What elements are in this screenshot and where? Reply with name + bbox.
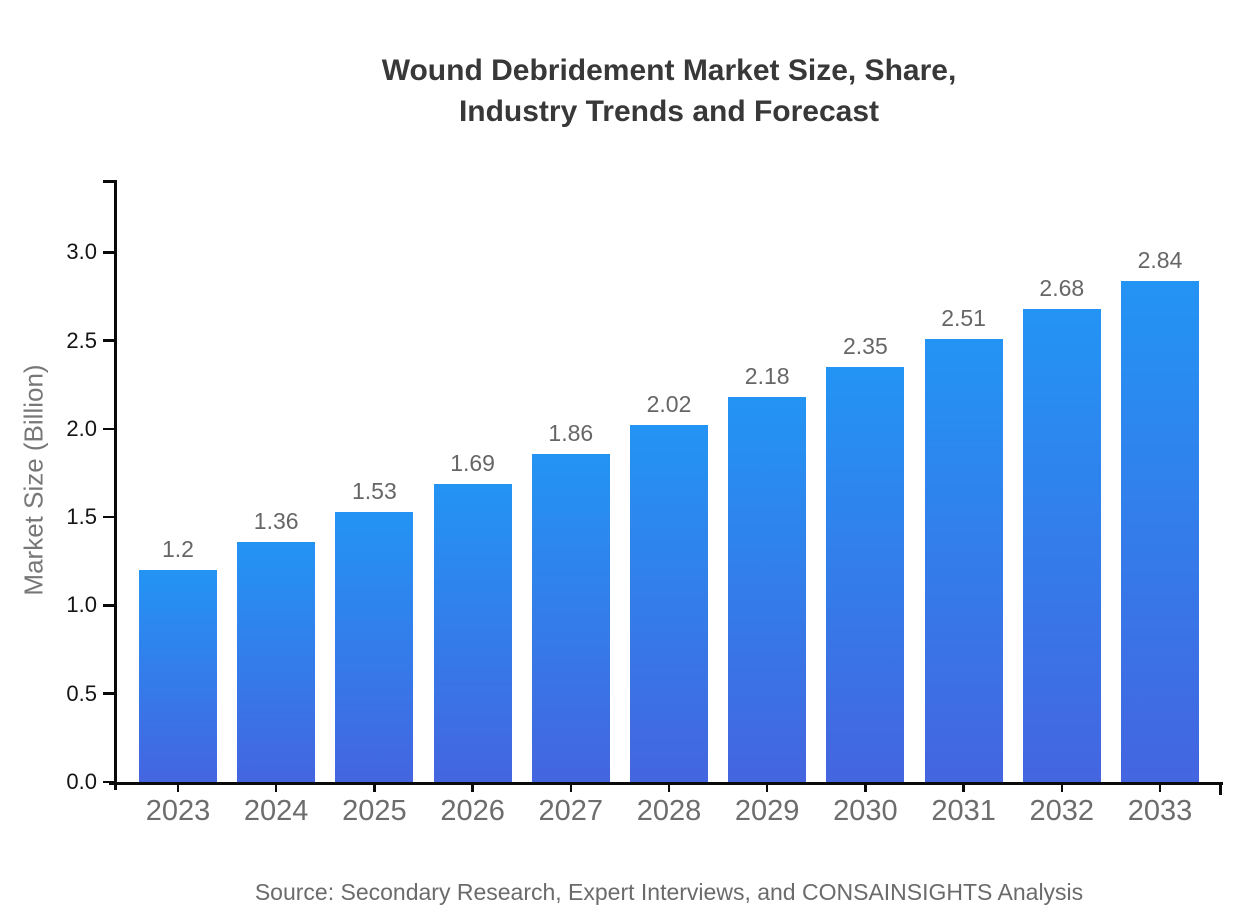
x-tick-mark	[765, 782, 769, 792]
y-tick-label: 2.5	[66, 327, 97, 353]
bar	[826, 367, 905, 782]
y-tick-mark	[103, 780, 115, 784]
y-tick-label: 0.0	[66, 769, 97, 794]
x-tick-label: 2029	[734, 795, 800, 827]
x-tick-mark	[274, 782, 278, 792]
x-tick-mark	[471, 782, 474, 792]
bar	[531, 453, 610, 782]
y-tick-mark	[103, 692, 115, 696]
chart-title-line-2: Industry Trends and Forecast	[458, 95, 880, 128]
bar-value-label: 2.35	[843, 333, 888, 360]
y-axis-end-tick	[103, 180, 115, 183]
bar-value-label: 2.68	[1039, 274, 1085, 301]
bar	[1121, 280, 1199, 782]
x-tick-label: 2024	[243, 795, 309, 827]
bar-value-label: 2.18	[744, 363, 790, 390]
x-tick-label: 2023	[145, 795, 211, 827]
x-tick-label: 2033	[1127, 795, 1193, 827]
source-note: Source: Secondary Research, Expert Inter…	[254, 879, 1084, 905]
y-tick-mark	[103, 251, 115, 254]
x-tick-mark	[176, 782, 180, 792]
y-tick-mark	[103, 339, 115, 342]
bar-value-label: 1.53	[352, 477, 397, 504]
x-tick-mark	[1158, 782, 1162, 792]
x-tick-label: 2030	[833, 795, 898, 827]
chart-title-line-1: Wound Debridement Market Size, Share,	[381, 54, 957, 87]
x-tick-label: 2026	[440, 795, 505, 827]
x-tick-mark	[373, 782, 376, 792]
y-tick-mark	[103, 515, 115, 519]
x-tick-label: 2027	[538, 795, 604, 827]
y-axis-spine	[114, 180, 117, 790]
bar	[630, 425, 708, 782]
x-axis-spine	[109, 782, 1223, 785]
y-tick-label: 1.0	[66, 592, 97, 618]
bar	[728, 397, 807, 782]
y-tick-label: 3.0	[66, 239, 97, 265]
bar-value-label: 2.51	[941, 304, 986, 331]
x-tick-mark	[1060, 782, 1064, 792]
x-axis-end-tick	[1219, 784, 1222, 795]
bar	[139, 570, 217, 782]
bar-value-label: 1.86	[548, 419, 594, 446]
bar	[924, 338, 1003, 782]
y-tick-mark	[103, 427, 115, 431]
x-tick-mark	[864, 782, 867, 792]
x-tick-label: 2028	[636, 795, 702, 827]
bar-value-label: 2.84	[1137, 246, 1183, 273]
bar-value-label: 1.69	[450, 449, 495, 476]
bar	[335, 511, 414, 782]
y-tick-label: 1.5	[66, 504, 97, 530]
y-tick-label: 2.0	[66, 415, 97, 441]
bar	[237, 541, 316, 782]
x-tick-label: 2032	[1029, 795, 1095, 827]
x-tick-mark	[569, 782, 573, 792]
chart-title: Wound Debridement Market Size, Share, In…	[117, 50, 1221, 132]
bar-value-label: 1.2	[162, 536, 194, 563]
x-tick-mark	[962, 782, 965, 792]
bar	[1022, 308, 1101, 782]
x-tick-label: 2031	[931, 795, 996, 827]
y-tick-mark	[103, 604, 115, 607]
y-axis-title: Market Size (Billion)	[18, 364, 49, 596]
bar	[433, 483, 512, 782]
bar-value-label: 2.02	[646, 391, 692, 418]
x-tick-mark	[667, 782, 671, 792]
plot-area: 0.0 0.5 1.0 1.5 2.0 2.5 3.0 1.2 2023 1.36 2024 1.53…	[66, 180, 1223, 827]
y-tick-label: 0.5	[66, 680, 97, 706]
bar-value-label: 1.36	[253, 507, 299, 534]
x-tick-label: 2025	[342, 795, 407, 827]
